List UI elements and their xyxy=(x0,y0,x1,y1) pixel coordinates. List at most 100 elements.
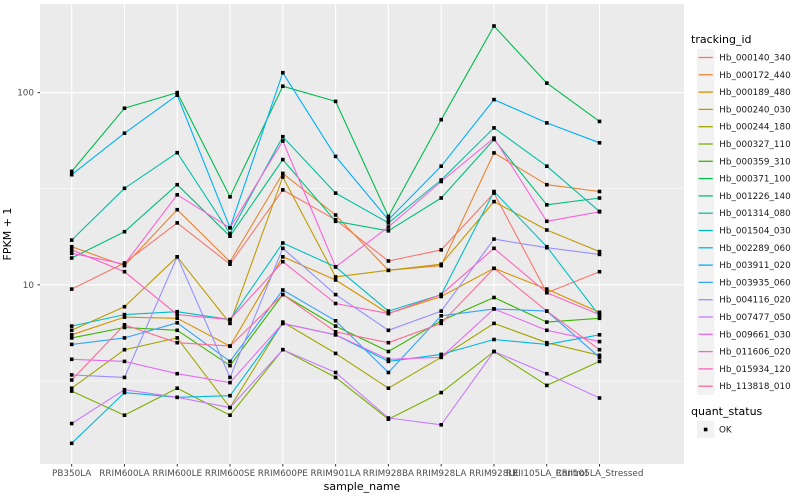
data-point xyxy=(492,337,496,342)
legend-key-point xyxy=(703,427,708,432)
data-point xyxy=(439,309,443,313)
data-point xyxy=(597,333,602,337)
data-point xyxy=(281,139,285,143)
data-point xyxy=(175,312,179,317)
data-point xyxy=(175,221,179,225)
data-point xyxy=(228,195,232,199)
data-point xyxy=(597,339,602,344)
data-point xyxy=(122,323,127,327)
legend-item-label: Hb_011606_020 xyxy=(719,348,791,358)
data-point xyxy=(545,290,549,295)
data-point xyxy=(281,246,285,251)
data-point xyxy=(69,333,74,337)
data-point xyxy=(439,314,443,318)
data-point xyxy=(122,131,127,135)
data-point xyxy=(122,262,127,266)
legend-item-label: Hb_009661_030 xyxy=(719,330,791,340)
data-point xyxy=(545,203,549,207)
data-point xyxy=(175,309,179,314)
data-point xyxy=(545,309,549,313)
data-point xyxy=(228,375,232,380)
data-point xyxy=(333,375,338,380)
data-point xyxy=(439,423,443,427)
data-point xyxy=(545,328,549,333)
data-point xyxy=(281,70,285,75)
data-point xyxy=(175,386,179,390)
data-point xyxy=(122,315,127,319)
data-point xyxy=(492,24,496,28)
legend-item-label: Hb_003935_060 xyxy=(719,278,791,288)
data-point xyxy=(492,151,496,155)
data-point xyxy=(281,288,285,292)
data-point xyxy=(281,157,285,162)
data-point xyxy=(333,301,338,306)
data-point xyxy=(439,248,443,252)
data-point xyxy=(175,340,179,345)
data-point xyxy=(492,136,496,140)
data-point xyxy=(597,355,602,360)
x-tick-label: RRIM600PE xyxy=(258,469,308,479)
data-point xyxy=(69,244,74,249)
data-point xyxy=(122,325,127,330)
data-point xyxy=(597,269,602,274)
data-point xyxy=(333,191,338,195)
data-point xyxy=(597,196,602,200)
data-point xyxy=(386,221,391,225)
legend-item-label: Hb_001504_030 xyxy=(719,227,791,237)
data-point xyxy=(281,255,285,259)
data-point xyxy=(122,186,127,191)
data-point xyxy=(228,380,232,385)
x-tick-label: RRIM901LA xyxy=(310,469,360,479)
data-point xyxy=(175,93,179,97)
data-point xyxy=(492,126,496,130)
data-point xyxy=(333,319,338,323)
data-point xyxy=(333,219,338,224)
data-point xyxy=(492,246,496,251)
data-point xyxy=(333,330,338,334)
data-point xyxy=(69,357,74,362)
data-point xyxy=(228,234,232,238)
data-points xyxy=(69,24,602,446)
x-tick-label: RRIM928LE xyxy=(469,469,519,479)
data-point xyxy=(545,81,549,85)
data-point xyxy=(122,229,127,234)
data-point xyxy=(333,292,338,297)
data-point xyxy=(281,175,285,179)
data-point xyxy=(492,295,496,300)
data-point xyxy=(175,336,179,340)
data-point xyxy=(439,355,443,360)
data-point xyxy=(333,275,338,279)
data-point xyxy=(439,262,443,266)
legend-title-tracking-id: tracking_id xyxy=(691,33,752,46)
data-point xyxy=(69,378,74,382)
data-point xyxy=(597,310,602,315)
data-point xyxy=(545,342,549,347)
data-point xyxy=(175,150,179,155)
data-point xyxy=(281,321,285,326)
data-point xyxy=(228,262,232,266)
data-point xyxy=(545,164,549,168)
data-point xyxy=(492,307,496,311)
data-point xyxy=(69,256,74,260)
data-point xyxy=(386,370,391,375)
data-point xyxy=(122,375,127,380)
data-point xyxy=(386,340,391,345)
data-point xyxy=(545,182,549,187)
data-point xyxy=(228,359,232,364)
data-point xyxy=(228,405,232,410)
x-axis-title: sample_name xyxy=(324,480,401,493)
data-point xyxy=(69,342,74,347)
legend-item-label: Hb_000140_340 xyxy=(719,54,791,64)
data-point xyxy=(175,395,179,400)
data-point xyxy=(175,328,179,333)
data-point xyxy=(597,249,602,254)
data-point xyxy=(439,321,443,326)
data-point xyxy=(439,292,443,297)
data-point xyxy=(228,321,232,326)
x-tick-label: RRII105LA_Control xyxy=(506,469,588,479)
data-point xyxy=(597,347,602,352)
data-point xyxy=(69,386,74,390)
data-point xyxy=(545,383,549,388)
data-point xyxy=(69,238,74,242)
